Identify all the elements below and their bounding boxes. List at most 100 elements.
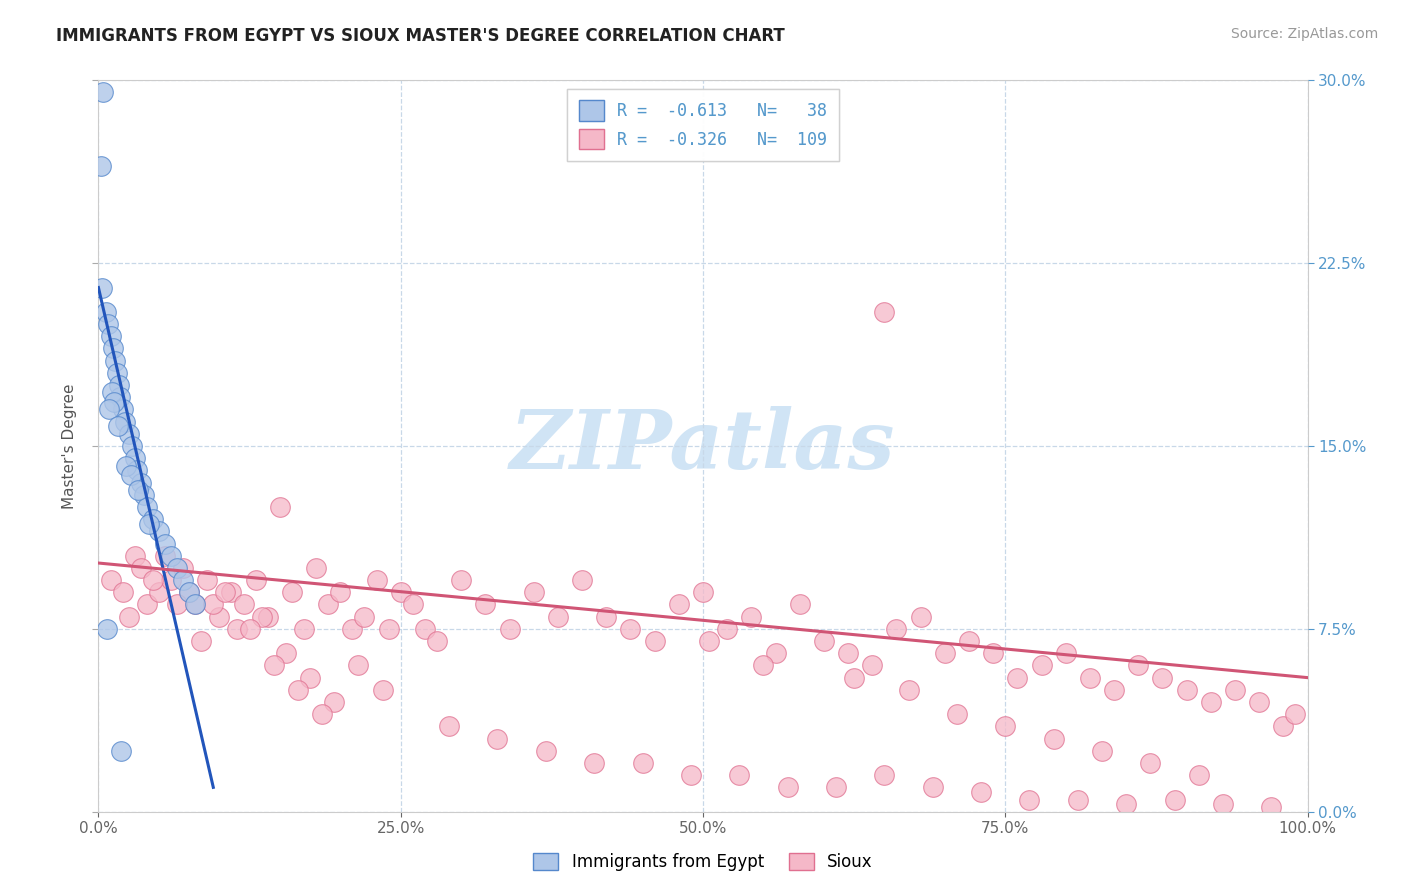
Point — [353, 609, 375, 624]
Point — [1067, 792, 1090, 806]
Point — [1078, 671, 1101, 685]
Point — [108, 378, 131, 392]
Point — [970, 785, 993, 799]
Point — [789, 598, 811, 612]
Point — [153, 549, 176, 563]
Point — [728, 768, 751, 782]
Text: ZIPatlas: ZIPatlas — [510, 406, 896, 486]
Point — [160, 573, 183, 587]
Point — [292, 622, 315, 636]
Point — [377, 622, 399, 636]
Point — [179, 585, 201, 599]
Y-axis label: Master's Degree: Master's Degree — [62, 384, 77, 508]
Point — [98, 402, 121, 417]
Point — [316, 598, 339, 612]
Point — [921, 780, 943, 795]
Point — [740, 609, 762, 624]
Point — [1139, 756, 1161, 770]
Point — [245, 573, 267, 587]
Point — [100, 329, 122, 343]
Point — [752, 658, 775, 673]
Point — [129, 561, 152, 575]
Point — [256, 609, 278, 624]
Point — [571, 573, 593, 587]
Point — [129, 475, 152, 490]
Point — [1175, 682, 1198, 697]
Point — [631, 756, 654, 770]
Point — [142, 512, 165, 526]
Point — [148, 585, 170, 599]
Point — [281, 585, 304, 599]
Point — [1188, 768, 1211, 782]
Point — [1042, 731, 1064, 746]
Point — [111, 585, 134, 599]
Point — [765, 646, 787, 660]
Point — [115, 458, 138, 473]
Point — [934, 646, 956, 660]
Point — [957, 634, 980, 648]
Point — [97, 317, 120, 331]
Point — [134, 488, 156, 502]
Legend: Immigrants from Egypt, Sioux: Immigrants from Egypt, Sioux — [524, 845, 882, 880]
Point — [1102, 682, 1125, 697]
Point — [103, 395, 125, 409]
Point — [105, 366, 128, 380]
Point — [118, 426, 141, 441]
Point — [287, 682, 309, 697]
Point — [172, 573, 194, 587]
Point — [1272, 719, 1295, 733]
Point — [184, 598, 207, 612]
Point — [226, 622, 249, 636]
Text: IMMIGRANTS FROM EGYPT VS SIOUX MASTER'S DEGREE CORRELATION CHART: IMMIGRANTS FROM EGYPT VS SIOUX MASTER'S … — [56, 27, 785, 45]
Point — [1212, 797, 1234, 812]
Point — [323, 695, 346, 709]
Point — [619, 622, 641, 636]
Point — [160, 549, 183, 563]
Point — [1031, 658, 1053, 673]
Point — [111, 402, 134, 417]
Point — [1260, 800, 1282, 814]
Point — [886, 622, 908, 636]
Point — [692, 585, 714, 599]
Point — [94, 305, 117, 319]
Point — [486, 731, 509, 746]
Point — [1284, 707, 1306, 722]
Point — [329, 585, 352, 599]
Point — [860, 658, 883, 673]
Point — [179, 585, 201, 599]
Point — [110, 744, 132, 758]
Point — [994, 719, 1017, 733]
Point — [366, 573, 388, 587]
Point — [644, 634, 666, 648]
Point — [138, 516, 160, 531]
Point — [347, 658, 370, 673]
Point — [91, 280, 114, 294]
Point — [342, 622, 364, 636]
Point — [202, 598, 225, 612]
Point — [221, 585, 243, 599]
Text: Source: ZipAtlas.com: Source: ZipAtlas.com — [1230, 27, 1378, 41]
Point — [679, 768, 702, 782]
Point — [127, 463, 149, 477]
Point — [946, 707, 969, 722]
Point — [910, 609, 932, 624]
Point — [547, 609, 569, 624]
Point — [311, 707, 333, 722]
Point — [1223, 682, 1246, 697]
Point — [263, 658, 285, 673]
Point — [190, 634, 212, 648]
Point — [208, 609, 231, 624]
Point — [776, 780, 799, 795]
Point — [1163, 792, 1185, 806]
Point — [697, 634, 720, 648]
Point — [166, 598, 188, 612]
Point — [142, 573, 165, 587]
Point — [1018, 792, 1040, 806]
Point — [107, 419, 129, 434]
Point — [104, 353, 127, 368]
Point — [305, 561, 328, 575]
Point — [153, 536, 176, 550]
Point — [897, 682, 920, 697]
Point — [135, 598, 157, 612]
Point — [437, 719, 460, 733]
